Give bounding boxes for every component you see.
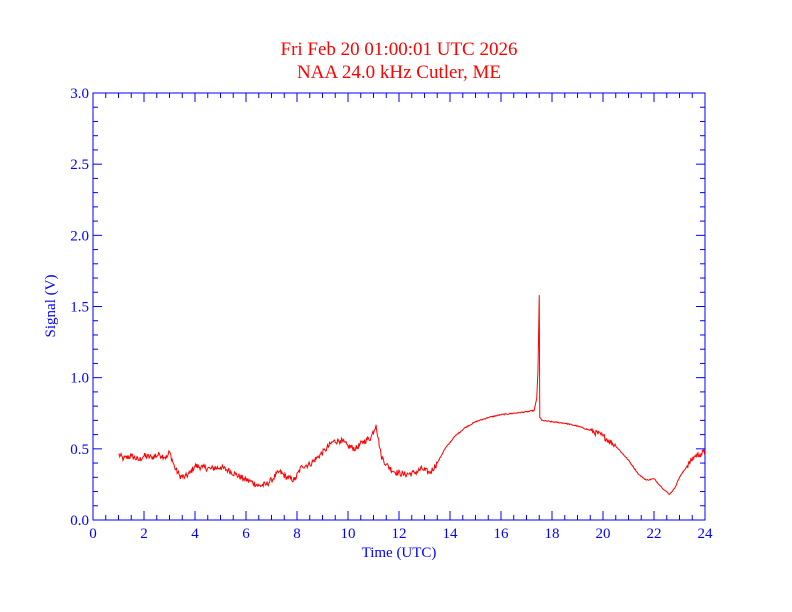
y-tick-labels: 0.0 0.5 1.0 1.5 2.0 2.5 3.0 xyxy=(70,86,89,529)
y-tick-label: 1.0 xyxy=(70,371,89,387)
x-tick-label: 20 xyxy=(596,526,611,542)
x-tick-label: 22 xyxy=(647,526,662,542)
y-tick-label: 2.5 xyxy=(70,157,89,173)
x-tick-label: 12 xyxy=(392,526,407,542)
x-tick-labels: 0 2 4 6 8 10 12 14 16 18 20 22 24 xyxy=(89,526,713,542)
x-tick-label: 0 xyxy=(89,526,97,542)
x-tick-label: 10 xyxy=(341,526,356,542)
chart-subtitle: NAA 24.0 kHz Cutler, ME xyxy=(297,62,501,83)
y-tick-label: 1.5 xyxy=(70,300,89,316)
x-tick-label: 2 xyxy=(140,526,148,542)
x-axis-label: Time (UTC) xyxy=(362,545,437,561)
x-tick-label: 24 xyxy=(698,526,714,542)
axis-ticks xyxy=(92,92,706,521)
x-tick-label: 8 xyxy=(293,526,301,542)
x-tick-label: 16 xyxy=(494,526,510,542)
y-tick-label: 0.0 xyxy=(70,513,89,529)
y-tick-label: 0.5 xyxy=(70,442,89,458)
plot-frame xyxy=(92,92,706,521)
chart-title: Fri Feb 20 01:00:01 UTC 2026 xyxy=(281,39,518,60)
x-tick-label: 6 xyxy=(242,526,250,542)
signal-series-line xyxy=(118,295,706,495)
x-tick-label: 18 xyxy=(545,526,560,542)
x-tick-label: 4 xyxy=(191,526,199,542)
y-tick-label: 3.0 xyxy=(70,86,89,102)
x-tick-label: 14 xyxy=(443,526,459,542)
y-axis-label: Signal (V) xyxy=(43,275,59,338)
y-tick-label: 2.0 xyxy=(70,228,89,244)
